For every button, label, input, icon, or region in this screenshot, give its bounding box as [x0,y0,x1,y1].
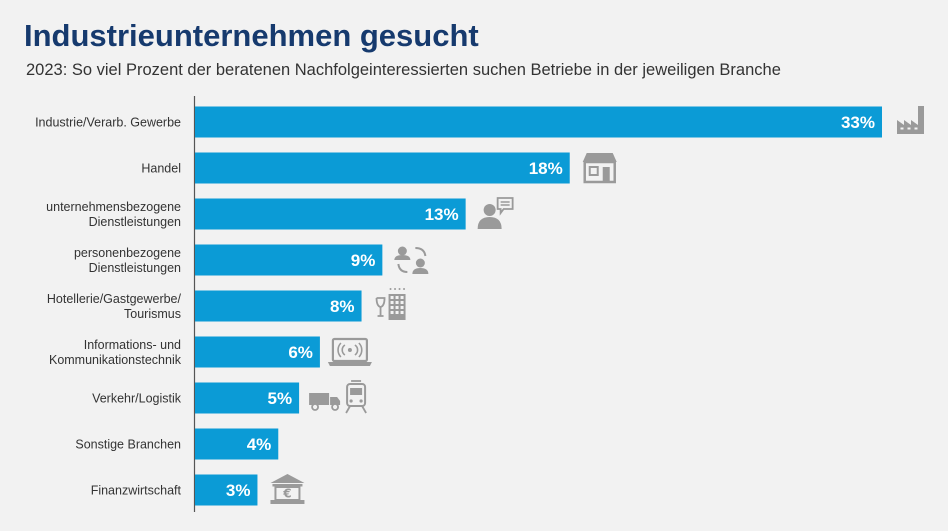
bar [195,152,570,184]
people-exchange-icon [394,246,429,274]
value-label: 33% [841,113,875,132]
hotel-icon [375,288,406,320]
factory-icon [897,106,924,134]
category-label: Verkehr/Logistik [92,392,182,406]
bar [195,382,300,414]
bar [195,198,466,230]
category-label: Sonstige Branchen [75,438,181,452]
category-label: Hotellerie/Gastgewerbe/ [47,292,182,306]
consultant-icon [477,197,514,229]
store-icon [582,153,617,184]
bar [195,336,320,368]
category-label: Handel [141,162,181,176]
bank-euro-icon: € [270,474,305,504]
value-label: 9% [351,251,376,270]
svg-text:€: € [282,487,291,501]
bar [195,428,279,460]
category-label: Finanzwirtschaft [91,484,182,498]
value-label: 4% [247,435,272,454]
chart-subtitle: 2023: So viel Prozent der beratenen Nach… [26,61,781,79]
value-label: 5% [268,389,293,408]
value-label: 8% [330,297,355,316]
bar [195,106,882,138]
category-label: Dienstleistungen [89,215,181,229]
chart-title: Industrieunternehmen gesucht [24,18,479,53]
category-label: unternehmensbezogene [46,200,181,214]
bar [195,244,383,276]
category-label: Dienstleistungen [89,261,181,275]
value-label: 3% [226,481,251,500]
value-label: 13% [425,205,459,224]
value-label: 6% [288,343,313,362]
truck-train-icon [309,380,367,414]
category-label: Kommunikationstechnik [49,353,182,367]
category-label: Industrie/Verarb. Gewerbe [35,116,181,130]
category-label: personenbezogene [74,246,181,260]
bar [195,474,258,506]
laptop-wifi-icon [327,337,372,366]
category-label: Informations- und [84,338,181,352]
value-label: 18% [529,159,563,178]
bar [195,290,362,322]
category-label: Tourismus [124,307,181,321]
